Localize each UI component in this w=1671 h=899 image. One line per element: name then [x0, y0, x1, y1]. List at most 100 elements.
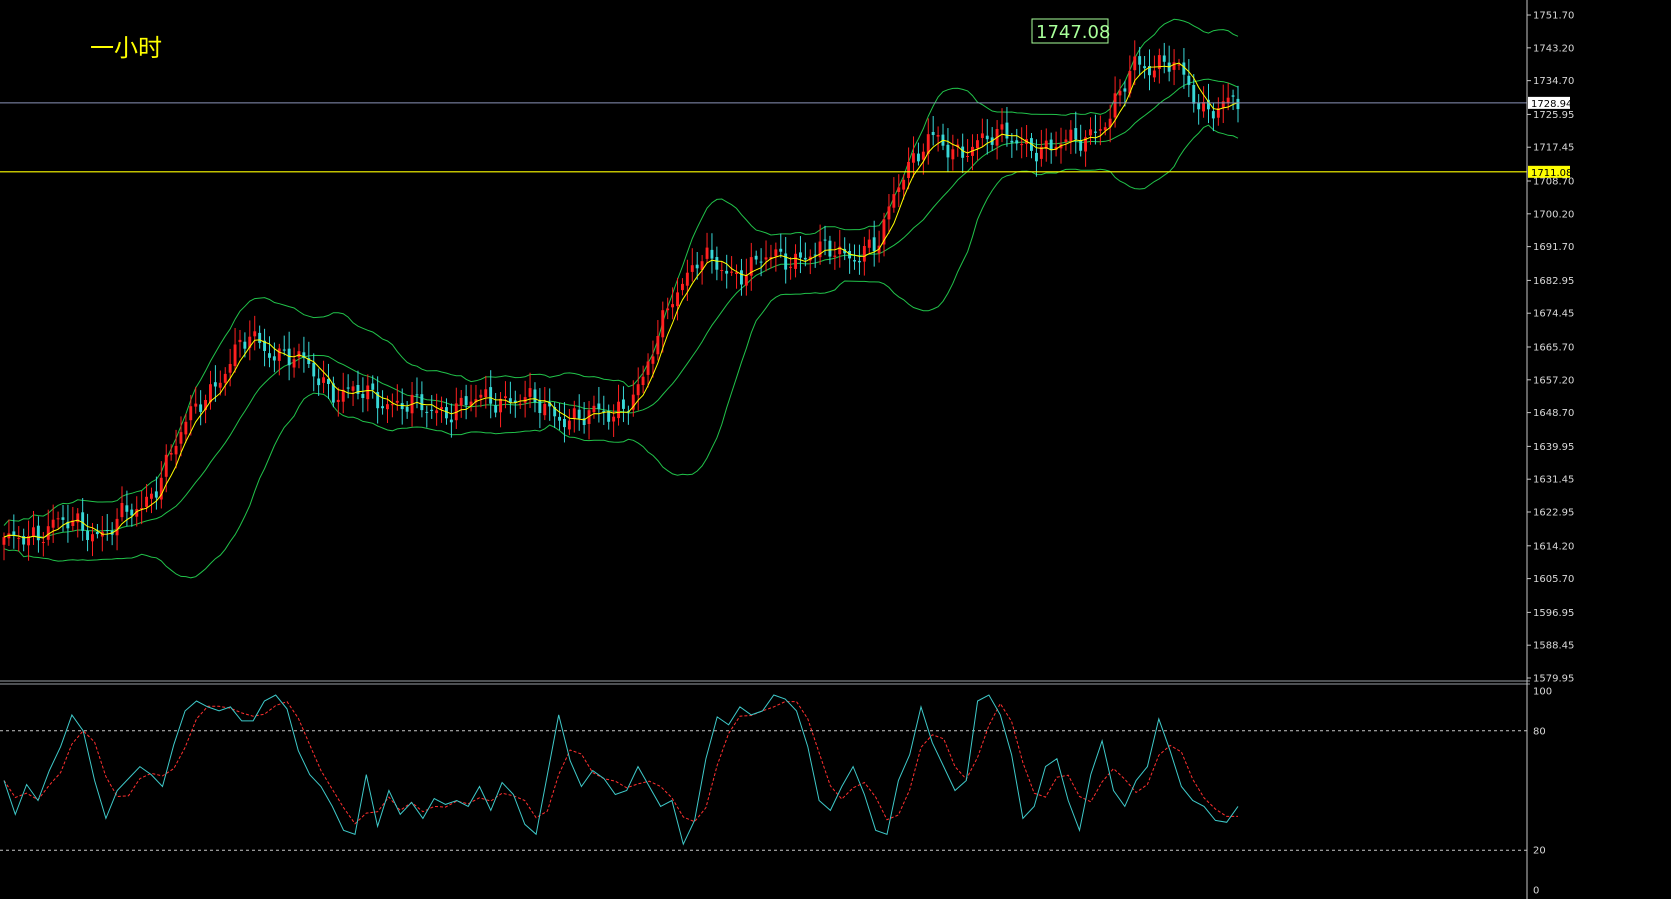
candle [538, 388, 542, 429]
candle [705, 232, 709, 264]
candle [381, 390, 384, 415]
candle [646, 353, 650, 388]
candle-body [592, 405, 596, 413]
candle [51, 504, 55, 543]
candle [740, 258, 743, 296]
candle [282, 335, 286, 356]
candle-body [297, 351, 301, 358]
candle [7, 519, 11, 546]
candle-body [346, 387, 350, 389]
candle-body [174, 445, 178, 455]
candle-body [1035, 152, 1038, 162]
candle-body [862, 246, 866, 262]
candle [779, 233, 783, 258]
candle-body [150, 493, 153, 499]
candle-body [1221, 101, 1225, 108]
candle [582, 402, 586, 434]
candle-body [833, 255, 837, 257]
candle [592, 395, 596, 419]
candle-body [1044, 140, 1048, 149]
candle [563, 402, 566, 443]
candle [1226, 83, 1230, 111]
candle [1103, 122, 1107, 136]
candle-body [125, 505, 129, 512]
candle-body [322, 377, 325, 383]
candle-body [553, 407, 557, 417]
candle [317, 368, 321, 396]
candle-body [1152, 70, 1156, 78]
candle [961, 133, 965, 174]
candle [1172, 49, 1176, 86]
candle-body [135, 509, 139, 517]
price-tick-label: 1674.45 [1533, 309, 1574, 320]
candle [213, 365, 217, 402]
candle [990, 127, 994, 152]
candle [1010, 132, 1014, 158]
candle-body [681, 283, 684, 291]
candle [464, 384, 468, 420]
candle-body [1064, 139, 1068, 142]
candle [1148, 49, 1151, 91]
candle-body [499, 398, 502, 413]
candle [607, 404, 611, 430]
candle [1152, 55, 1156, 83]
candle [169, 444, 173, 461]
stochastic-tick-label: 0 [1533, 886, 1539, 897]
price-tick-label: 1579.95 [1533, 674, 1574, 685]
candle [292, 347, 296, 378]
candle-body [307, 358, 311, 364]
candle-body [341, 389, 345, 402]
candle-body [1216, 108, 1220, 118]
candle [1118, 79, 1122, 107]
candle [1084, 130, 1087, 167]
candle-body [1157, 55, 1161, 69]
price-tick-label: 1622.95 [1533, 508, 1574, 519]
candle [966, 139, 969, 162]
candle [41, 531, 45, 557]
candle-body [1172, 62, 1176, 70]
candle-body [1094, 131, 1097, 133]
candle-body [907, 161, 910, 178]
candle-body [1098, 129, 1102, 131]
candle-body [956, 144, 960, 147]
candle [71, 506, 75, 532]
candle-body [735, 272, 738, 274]
candle [1049, 132, 1053, 164]
candle [710, 233, 714, 274]
price-tick-label: 1657.20 [1533, 375, 1574, 386]
stochastic-tick-label: 20 [1533, 846, 1546, 857]
candle-body [386, 404, 389, 410]
candle-body [646, 361, 650, 375]
candle [499, 392, 502, 428]
current-price-tag-label: 1728.94 [1531, 99, 1572, 110]
candle [956, 138, 960, 157]
candle [976, 133, 979, 161]
candle [302, 336, 306, 373]
candle-body [848, 251, 851, 259]
candle-body [548, 402, 552, 407]
candle [159, 461, 163, 509]
candle [218, 370, 222, 396]
peak-annotation-label: 1747.08 [1036, 22, 1110, 43]
candle-body [1000, 124, 1004, 130]
candle [331, 376, 335, 408]
candle-body [356, 385, 360, 394]
candle-body [51, 519, 55, 528]
candle-body [528, 388, 532, 397]
candle [651, 340, 655, 378]
candle-body [921, 151, 925, 160]
price-tick-label: 1588.45 [1533, 641, 1574, 652]
candle-body [12, 531, 16, 536]
candle [1216, 97, 1220, 126]
candle [523, 380, 527, 418]
candle-body [1192, 85, 1196, 104]
horizontal-price-lines[interactable] [0, 102, 1527, 173]
candle-body [41, 542, 45, 543]
candle-body [946, 144, 950, 158]
annotations: 一小时 1747.08 [90, 18, 1110, 62]
candle-body [720, 270, 724, 271]
candle-body [484, 389, 488, 397]
candle [32, 510, 35, 545]
candle [749, 242, 753, 291]
